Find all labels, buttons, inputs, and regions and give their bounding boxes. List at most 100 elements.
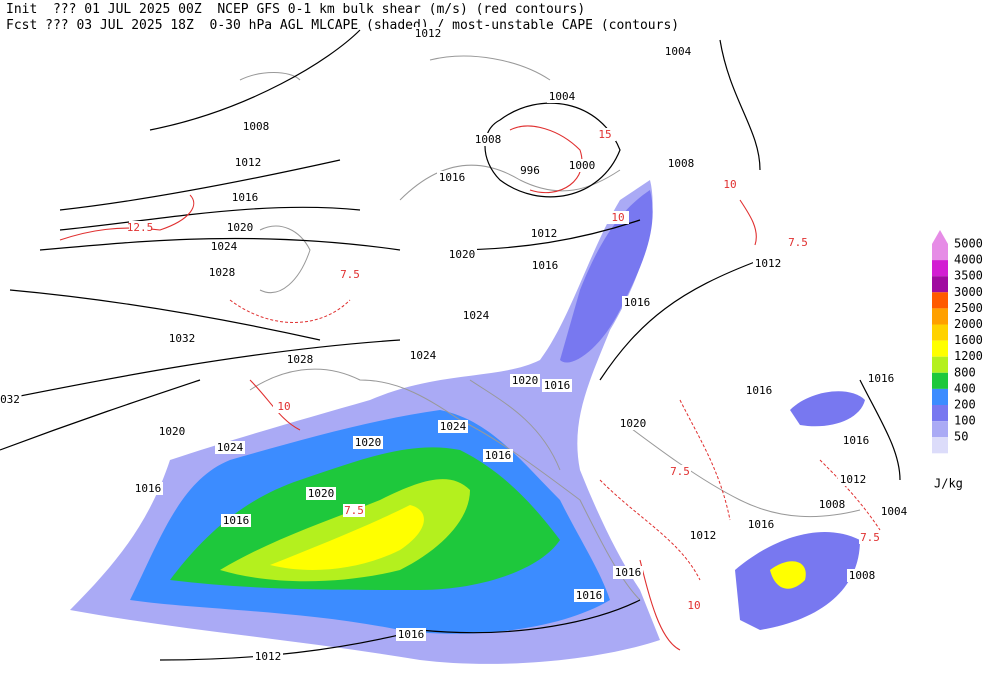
label-background [233,156,263,169]
label-background [542,379,572,392]
colorbar-box [932,356,948,373]
colorbar-label: 5000 [954,237,983,251]
shear-label: 10 [277,400,290,413]
isobar-label: 1024 [440,420,467,433]
label-background [221,514,251,527]
label-background [133,482,163,495]
isobar-label: 032 [0,393,20,406]
isobar-label: 1020 [512,374,539,387]
isobar-label: 1020 [308,487,335,500]
label-background [343,504,365,517]
colorbar-box [932,324,948,341]
label-background [688,529,718,542]
isobar-label: 1016 [868,372,895,385]
isobar-label: 1012 [690,529,717,542]
label-background [613,566,643,579]
isobar-label: 1016 [748,518,775,531]
isobar-label: 1020 [449,248,476,261]
label-background [461,309,491,322]
shear-label: 7.5 [344,504,364,517]
isobar-label: 1020 [227,221,254,234]
shear-contour [59,125,757,651]
label-background [666,157,696,170]
shear-label: 10 [723,178,736,191]
colorbar-label: 4000 [954,253,983,267]
label-background [518,164,542,177]
label-background [744,384,774,397]
label-background [285,353,315,366]
isobar-label: 1032 [169,332,196,345]
label-background [167,332,197,345]
label-background [408,349,438,362]
isobar-label: 1016 [624,296,651,309]
label-background [622,296,652,309]
cape-region [220,479,470,582]
label-background [510,374,540,387]
label-background [547,90,577,103]
colorbar-unit: J/kg [934,477,963,491]
cape-region [770,561,806,589]
label-background [866,372,896,385]
label-background [529,227,559,240]
label-background [859,531,881,544]
label-background [447,248,477,261]
label-background [746,518,776,531]
label-background [306,487,336,500]
isobar-label: 1008 [819,498,846,511]
isobar-label: 1024 [217,441,244,454]
isobar-label: 1016 [232,191,259,204]
shear-label: 7.5 [340,268,360,281]
isobar-label: 1024 [463,309,490,322]
label-background [241,120,271,133]
label-background [207,266,237,279]
isobar-label: 1016 [439,171,466,184]
isobar-label: 1012 [755,257,782,270]
isobar-label: 1028 [209,266,236,279]
cape-region [560,190,653,363]
label-background [253,650,283,663]
label-background [438,420,468,433]
label-background [530,259,560,272]
isobar-label: 1016 [223,514,250,527]
isobar-label: 1000 [569,159,596,172]
isobar-label: 1008 [849,569,876,582]
map-area [0,29,901,664]
isobar-label: 1004 [881,505,908,518]
cape-region [270,505,424,570]
label-background [273,400,295,413]
colorbar-box [932,405,948,422]
isobar-label: 1020 [355,436,382,449]
isobar-label: 1024 [211,240,238,253]
isobar-label: 1004 [549,90,576,103]
label-background [483,449,513,462]
isobar-label: 1016 [576,589,603,602]
label-background [473,133,503,146]
label-background [838,473,868,486]
isobar-label: 1012 [531,227,558,240]
label-background [841,434,871,447]
label-background [719,178,741,191]
label-background [787,236,809,249]
label-background [413,27,443,40]
contour-labels: 1012 1004 1004 1008 1008 1012 1000 1008 1016 996 1… [0,27,909,663]
colorbar-box [932,292,948,309]
label-background [353,436,383,449]
colorbar-label: 3500 [954,269,983,283]
label-background [396,628,426,641]
colorbar-label: 800 [954,365,976,379]
colorbar-box [932,260,948,277]
label-background [618,417,648,430]
isobar-label: 1012 [840,473,867,486]
isobar-label: 1012 [415,27,442,40]
isobar-label: 1016 [843,434,870,447]
colorbar-box [932,244,948,261]
label-background [0,393,22,406]
header-line: Init ??? 01 JUL 2025 00Z NCEP GFS 0-1 km… [6,2,585,17]
isobar-label: 1016 [615,566,642,579]
isobar-label: 1016 [746,384,773,397]
colorbar-label: 200 [954,398,976,412]
shear-label: 7.5 [788,236,808,249]
label-background [817,498,847,511]
shear-label: 12.5 [127,221,154,234]
colorbar-arrow [932,230,948,244]
